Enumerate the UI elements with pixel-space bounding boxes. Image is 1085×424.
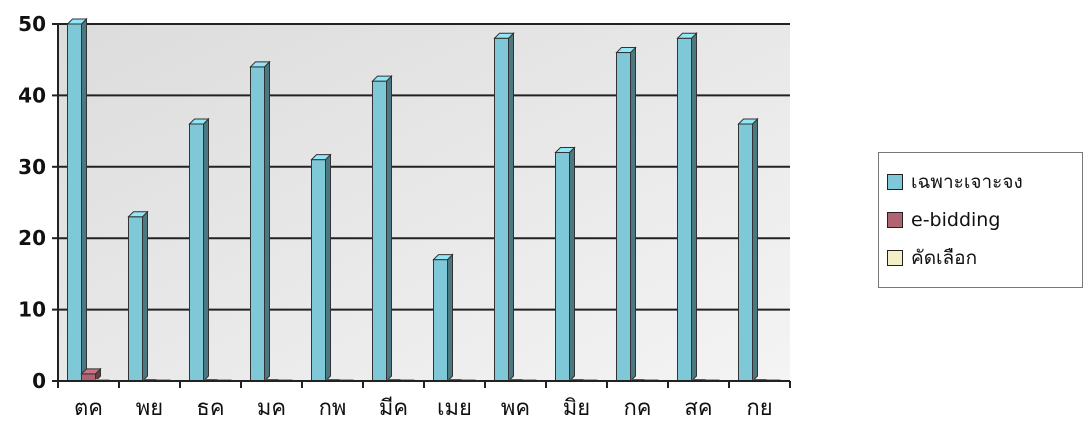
bar bbox=[66, 17, 88, 383]
bar bbox=[249, 60, 271, 383]
bar bbox=[371, 74, 393, 383]
chart-legend: เฉพาะเจาะจง e-bidding คัดเลือก bbox=[878, 152, 1083, 288]
x-axis-ticks: ตค พย ธค มค กพ มีค เมย พค มิย กค สค กย bbox=[57, 381, 791, 421]
legend-swatch-selection bbox=[887, 250, 903, 266]
bar bbox=[188, 117, 210, 383]
y-axis-ticks: 0 10 20 30 40 50 bbox=[18, 12, 58, 393]
x-tick-label: ตค bbox=[74, 396, 103, 421]
legend-label-ebidding: e-bidding bbox=[911, 209, 1001, 231]
legend-swatch-specific bbox=[887, 174, 903, 190]
bar bbox=[310, 153, 332, 383]
x-tick-label: กพ bbox=[319, 396, 347, 421]
bar bbox=[432, 253, 454, 383]
y-tick-label: 20 bbox=[18, 226, 46, 250]
x-tick-label: พค bbox=[501, 396, 530, 421]
bar bbox=[493, 32, 515, 383]
x-tick-label: ธค bbox=[196, 396, 224, 421]
y-tick-label: 50 bbox=[18, 12, 46, 36]
bar bbox=[676, 32, 698, 383]
x-tick-label: เมย bbox=[437, 396, 472, 421]
y-tick-label: 0 bbox=[32, 369, 46, 393]
plot-area bbox=[58, 24, 790, 381]
legend-swatch-ebidding bbox=[887, 212, 903, 228]
y-tick-label: 40 bbox=[18, 83, 46, 107]
x-tick-label: มีค bbox=[379, 396, 408, 421]
x-tick-label: มค bbox=[257, 396, 286, 421]
bar bbox=[615, 46, 637, 383]
bar bbox=[554, 146, 576, 383]
y-tick-label: 30 bbox=[18, 155, 46, 179]
x-tick-label: กค bbox=[623, 396, 651, 421]
x-tick-label: มิย bbox=[563, 396, 590, 421]
legend-item-selection: คัดเลือก bbox=[887, 243, 977, 273]
legend-label-specific: เฉพาะเจาะจง bbox=[911, 171, 1023, 193]
bar bbox=[737, 117, 759, 383]
bars bbox=[66, 17, 781, 383]
legend-label-selection: คัดเลือก bbox=[911, 247, 978, 269]
bar bbox=[127, 210, 149, 383]
x-tick-label: กย bbox=[746, 396, 772, 421]
legend-item-ebidding: e-bidding bbox=[887, 205, 1000, 235]
legend-item-specific: เฉพาะเจาะจง bbox=[887, 167, 1023, 197]
gridlines bbox=[58, 23, 790, 311]
x-tick-label: สค bbox=[684, 396, 712, 421]
y-tick-label: 10 bbox=[18, 298, 46, 322]
x-tick-label: พย bbox=[136, 396, 163, 421]
